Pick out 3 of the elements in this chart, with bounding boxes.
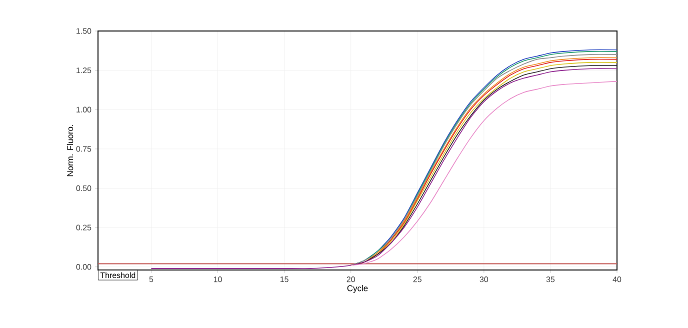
y-axis-title: Norm. Fluoro. [66,125,74,176]
x-axis-title: Cycle [347,285,368,293]
line-series [150,68,618,269]
